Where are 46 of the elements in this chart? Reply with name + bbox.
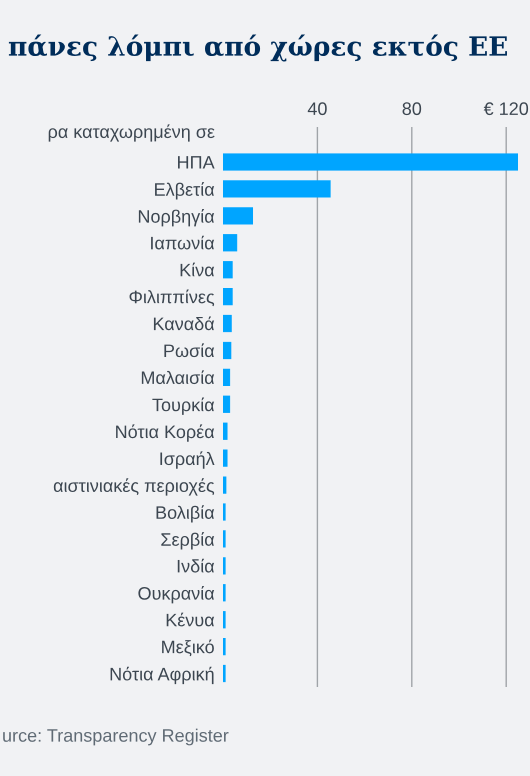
y-tick-label: Σερβία (161, 532, 214, 550)
bar (223, 638, 226, 656)
y-tick-label: Βολιβία (156, 505, 214, 523)
y-tick-label: αιστινιακές περιοχές (54, 478, 214, 496)
bar (223, 584, 226, 602)
x-tick-label: 40 (308, 102, 327, 116)
bar (223, 611, 226, 628)
bar (223, 503, 226, 521)
x-tick-label: € 120 (484, 102, 528, 116)
y-tick-label: Μαλαισία (142, 370, 214, 384)
y-tick-label: ΗΠΑ (178, 156, 215, 169)
bar (223, 368, 230, 386)
bar (223, 396, 230, 413)
bar (223, 530, 226, 548)
y-tick-label: Ουκρανία (138, 586, 214, 604)
bar (223, 664, 226, 682)
bar (223, 342, 232, 360)
y-tick-label: Φιλιππίνες (130, 290, 214, 306)
y-tick-label: Ρωσία (164, 343, 214, 358)
y-tick-label: Ινδία (178, 558, 214, 573)
y-tick-label: Κίνα (180, 262, 214, 276)
x-tick-label: 80 (402, 102, 422, 116)
bar (223, 180, 331, 198)
bar (223, 207, 254, 224)
y-tick-label: Νότια Κορέα (116, 424, 214, 442)
y-tick-label: Νορβηγία (138, 209, 214, 226)
y-tick-label: Νότια Αφρική (110, 666, 214, 684)
chart-title: πάνες λόμπι από χώρες εκτός ΕΕ (8, 34, 507, 62)
bar (223, 153, 518, 171)
y-tick-label: Κένυα (166, 612, 214, 626)
bar (223, 557, 226, 574)
y-tick-label: Τουρκία (152, 398, 214, 415)
bar (223, 314, 232, 332)
y-axis-title: ρα καταχωρημένη σε (48, 124, 215, 142)
y-tick-label: Καναδά (154, 316, 214, 330)
y-tick-label: Ελβετία (155, 182, 214, 200)
y-tick-label: Ισραήλ (160, 451, 215, 469)
bar (223, 476, 226, 494)
text: urce: Transparency Register (3, 728, 228, 746)
y-tick-label: Ιαπωνία (151, 236, 214, 250)
bar (223, 234, 238, 252)
bar (223, 261, 233, 278)
y-tick-label: Μεξικό (162, 640, 214, 656)
bar (223, 288, 233, 306)
bar (223, 450, 228, 467)
bar (223, 422, 228, 440)
